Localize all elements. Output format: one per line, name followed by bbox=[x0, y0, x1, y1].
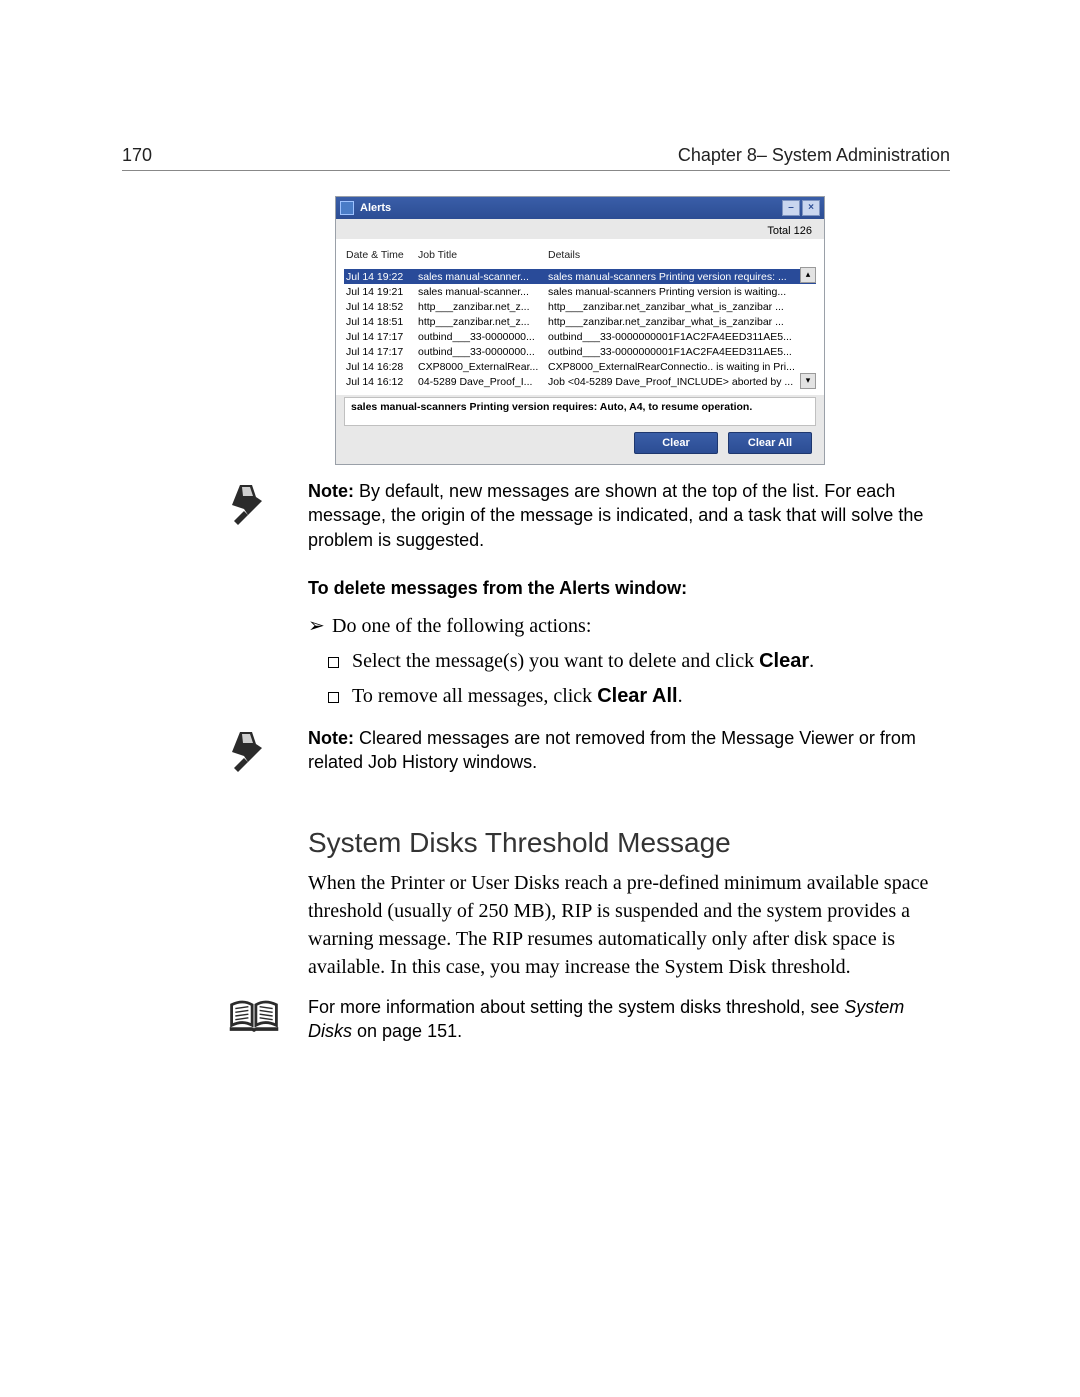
cell-job: CXP8000_ExternalRear... bbox=[416, 359, 546, 374]
cell-details: outbind___33-0000000001F1AC2FA4EED311AE5… bbox=[546, 344, 800, 359]
arrow-step: ➢Do one of the following actions: bbox=[308, 613, 948, 638]
clear-all-button[interactable]: Clear All bbox=[728, 432, 812, 454]
cell-job: sales manual-scanner... bbox=[416, 269, 546, 284]
crossref-post: on page 151. bbox=[352, 1021, 462, 1041]
note-body: Cleared messages are not removed from th… bbox=[308, 728, 916, 772]
page-number: 170 bbox=[122, 145, 152, 166]
table-row[interactable]: Jul 14 17:17outbind___33-0000000...outbi… bbox=[344, 329, 816, 344]
cell-date: Jul 14 17:17 bbox=[344, 329, 416, 344]
threshold-body: When the Printer or User Disks reach a p… bbox=[308, 869, 948, 981]
cell-date: Jul 14 16:28 bbox=[344, 359, 416, 374]
minimize-icon[interactable]: – bbox=[782, 200, 800, 216]
alerts-table: Date & Time Job Title Details Jul 14 19:… bbox=[344, 243, 816, 389]
cell-date: Jul 14 16:12 bbox=[344, 374, 416, 389]
cell-details: outbind___33-0000000001F1AC2FA4EED311AE5… bbox=[546, 329, 800, 344]
alerts-window-title: Alerts bbox=[360, 202, 391, 214]
item2-post: . bbox=[678, 685, 683, 707]
col-job[interactable]: Job Title bbox=[416, 243, 546, 269]
item1-pre: Select the message(s) you want to delete… bbox=[352, 650, 759, 672]
table-row[interactable]: Jul 14 16:1204-5289 Dave_Proof_I...Job <… bbox=[344, 374, 816, 389]
cell-details: sales manual-scanners Printing version r… bbox=[546, 269, 800, 284]
note-1: Note: By default, new messages are shown… bbox=[308, 479, 948, 552]
alerts-window: Alerts – × Total 126 Date & Time Job Tit… bbox=[335, 196, 825, 465]
cell-job: sales manual-scanner... bbox=[416, 284, 546, 299]
item1-bold: Clear bbox=[759, 650, 809, 672]
cell-date: Jul 14 17:17 bbox=[344, 344, 416, 359]
section-heading: System Disks Threshold Message bbox=[308, 827, 948, 859]
alerts-titlebar: Alerts – × bbox=[336, 197, 824, 219]
alerts-app-icon bbox=[340, 201, 354, 215]
chapter-title: Chapter 8– System Administration bbox=[678, 145, 950, 166]
table-row[interactable]: Jul 14 17:17outbind___33-0000000...outbi… bbox=[344, 344, 816, 359]
cell-details: Job <04-5289 Dave_Proof_INCLUDE> aborted… bbox=[546, 374, 800, 389]
scroll-up-icon[interactable]: ▴ bbox=[800, 267, 816, 283]
note-lead: Note: bbox=[308, 728, 359, 748]
cell-job: 04-5289 Dave_Proof_I... bbox=[416, 374, 546, 389]
arrow-icon: ➢ bbox=[308, 613, 332, 638]
pushpin-icon bbox=[226, 726, 284, 779]
list-item: Select the message(s) you want to delete… bbox=[308, 650, 948, 673]
alerts-total-label: Total 126 bbox=[336, 219, 824, 239]
cell-job: outbind___33-0000000... bbox=[416, 344, 546, 359]
table-row[interactable]: Jul 14 18:52http___zanzibar.net_z...http… bbox=[344, 299, 816, 314]
table-row[interactable]: Jul 14 19:22sales manual-scanner...sales… bbox=[344, 269, 816, 284]
cell-details: http___zanzibar.net_zanzibar_what_is_zan… bbox=[546, 314, 800, 329]
item1-post: . bbox=[809, 650, 814, 672]
note-body: By default, new messages are shown at th… bbox=[308, 481, 923, 550]
delete-heading: To delete messages from the Alerts windo… bbox=[308, 578, 948, 599]
cell-job: outbind___33-0000000... bbox=[416, 329, 546, 344]
table-row[interactable]: Jul 14 16:28CXP8000_ExternalRear...CXP80… bbox=[344, 359, 816, 374]
list-item: To remove all messages, click Clear All. bbox=[308, 685, 948, 708]
book-icon bbox=[226, 995, 284, 1042]
cell-details: http___zanzibar.net_zanzibar_what_is_zan… bbox=[546, 299, 800, 314]
cell-date: Jul 14 19:21 bbox=[344, 284, 416, 299]
col-details[interactable]: Details bbox=[546, 243, 800, 269]
pushpin-icon bbox=[226, 479, 284, 532]
cell-job: http___zanzibar.net_z... bbox=[416, 314, 546, 329]
crossref: For more information about setting the s… bbox=[308, 995, 948, 1044]
scroll-down-icon[interactable]: ▾ bbox=[800, 373, 816, 389]
note-lead: Note: bbox=[308, 481, 359, 501]
table-row[interactable]: Jul 14 18:51http___zanzibar.net_z...http… bbox=[344, 314, 816, 329]
table-row[interactable]: Jul 14 19:21sales manual-scanner...sales… bbox=[344, 284, 816, 299]
close-icon[interactable]: × bbox=[802, 200, 820, 216]
alerts-detail-bar: sales manual-scanners Printing version r… bbox=[344, 397, 816, 426]
page-content: Alerts – × Total 126 Date & Time Job Tit… bbox=[122, 196, 950, 1043]
cell-details: sales manual-scanners Printing version i… bbox=[546, 284, 800, 299]
crossref-pre: For more information about setting the s… bbox=[308, 997, 844, 1017]
clear-button[interactable]: Clear bbox=[634, 432, 718, 454]
item2-pre: To remove all messages, click bbox=[352, 685, 597, 707]
col-date[interactable]: Date & Time bbox=[344, 243, 416, 269]
page-header: 170 Chapter 8– System Administration bbox=[122, 145, 950, 171]
cell-date: Jul 14 18:52 bbox=[344, 299, 416, 314]
cell-details: CXP8000_ExternalRearConnectio.. is waiti… bbox=[546, 359, 800, 374]
item2-bold: Clear All bbox=[597, 685, 677, 707]
arrow-text: Do one of the following actions: bbox=[332, 615, 591, 637]
cell-job: http___zanzibar.net_z... bbox=[416, 299, 546, 314]
cell-date: Jul 14 18:51 bbox=[344, 314, 416, 329]
note-2: Note: Cleared messages are not removed f… bbox=[308, 726, 948, 775]
cell-date: Jul 14 19:22 bbox=[344, 269, 416, 284]
